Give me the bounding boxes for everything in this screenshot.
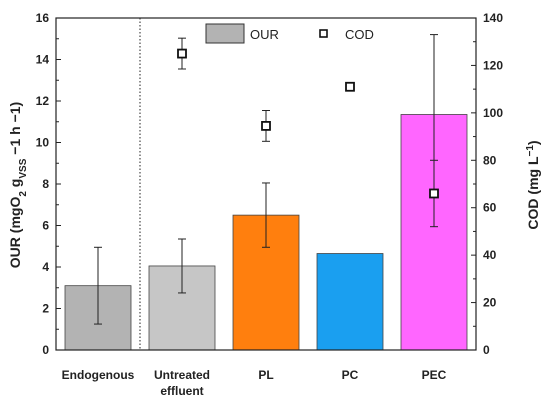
y-left-tick-label: 4 (42, 260, 49, 274)
y-left-tick-label: 8 (42, 177, 49, 191)
cod-point (261, 121, 271, 131)
y-left-tick-label: 10 (36, 136, 50, 150)
cod-point (177, 48, 187, 59)
legend: OUR COD (205, 23, 374, 44)
our-bar (316, 253, 384, 351)
legend-cod-label: COD (345, 27, 374, 42)
y-right-tick-label: 120 (483, 58, 503, 72)
x-category-label: PC (342, 368, 359, 382)
cod-point (429, 188, 439, 199)
y-right-tick-label: 40 (483, 248, 497, 262)
y-left-tick-label: 16 (36, 11, 50, 25)
y-right-tick-label: 140 (483, 11, 503, 25)
x-category-label: Untreated effluent (154, 368, 210, 398)
legend-our-label: OUR (250, 27, 279, 42)
y-right-tick-label: 100 (483, 106, 503, 120)
y-right-tick-label: 60 (483, 201, 497, 215)
cod-points-layer (177, 37, 439, 228)
y-left-tick-label: 6 (42, 219, 49, 233)
x-category-label: PL (258, 368, 273, 382)
y-right-tick-label: 20 (483, 296, 497, 310)
y-left-tick-label: 2 (42, 302, 49, 316)
y-left-tick-label: 0 (42, 343, 49, 357)
y-left-tick-label: 14 (36, 53, 50, 67)
legend-cod-marker (319, 29, 328, 38)
x-category-label: Endogenous (62, 368, 135, 382)
tick-labels-layer: 0 2 4 6 8 10 12 14 16 0 20 40 60 80 100 120 140 (36, 11, 504, 357)
y-right-tick-label: 0 (483, 343, 490, 357)
y-right-axis-title: COD (mg L−1) (525, 140, 542, 229)
y-left-axis-title: OUR (mgO2 gVSS −1 h −1) (7, 102, 29, 268)
category-labels-layer: Endogenous Untreated effluent PL PC PEC (62, 368, 447, 398)
x-category-label: PEC (422, 368, 447, 382)
legend-our-swatch (205, 23, 245, 44)
y-right-tick-label: 80 (483, 153, 497, 167)
axes-layer (55, 17, 477, 351)
y-left-tick-label: 12 (36, 94, 50, 108)
cod-point (345, 81, 355, 92)
